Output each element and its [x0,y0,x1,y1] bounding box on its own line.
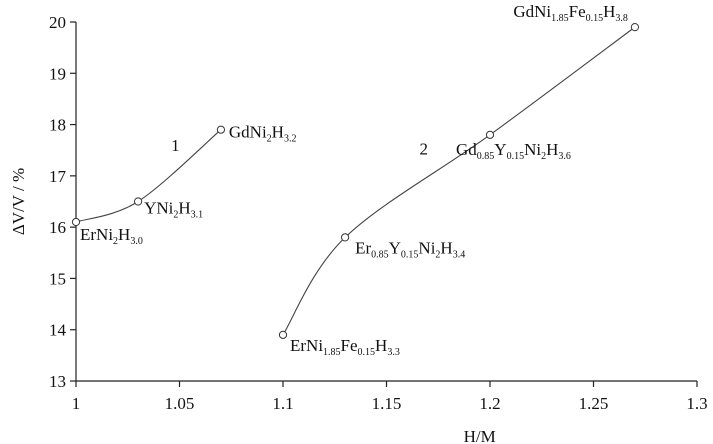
x-tick-label: 1.25 [579,394,609,413]
point-label-part: Gd [456,140,477,159]
point-label-subscript: 1.85 [551,13,569,24]
point-label: GdNi1.85Fe0.15H3.8 [513,2,628,24]
y-axis-label: ΔV/V / % [9,168,28,235]
point-label-part: H [440,238,452,257]
point-label-part: YNi [144,199,174,218]
point-label-part: Er [355,238,371,257]
point-label-subscript: 0.15 [358,347,376,358]
data-point [134,197,143,206]
axis-labels: H/M ΔV/V / % [9,168,496,444]
axes: 13 14 15 16 17 18 19 20 1 1.05 1.1 1.15 1.2 1.25 1.3 [49,13,708,413]
data-point [278,330,288,339]
point-label-subscript: 2 [541,151,546,162]
point-label-part: Y [389,238,401,257]
point-label-subscript: 2 [113,236,118,247]
point-label-subscript: 3.4 [453,249,466,260]
series-name-label: 2 [420,139,429,158]
point-label-part: H [603,2,615,21]
point-label-part: GdNi [229,123,267,142]
point-label-subscript: 2 [267,134,272,145]
x-tick-label: 1.1 [272,394,293,413]
point-label-subscript: 0.15 [586,13,604,24]
point-label-part: Ni [524,140,541,159]
x-tick-label: 1.05 [165,394,195,413]
y-tick-label: 18 [49,116,66,135]
y-tick-label: 16 [49,218,66,237]
point-label-part: ErNi [80,225,113,244]
point-label-subscript: 3.2 [284,134,297,145]
data-point [216,125,225,134]
y-tick-label: 20 [49,13,66,32]
y-tick-label: 17 [49,167,67,186]
curves [75,26,636,336]
data-point [341,233,350,242]
point-label-subscript: 2 [435,249,440,260]
x-tick-label: 1.2 [479,394,500,413]
point-labels: ErNi2H3.0YNi2H3.1GdNi2H3.2ErNi1.85Fe0.15… [80,2,628,358]
y-tick-label: 14 [49,321,67,340]
point-label: YNi2H3.1 [144,199,203,221]
point-label: Gd0.85Y0.15Ni2H3.6 [456,140,571,162]
point-label-part: H [272,123,284,142]
point-label-part: Fe [569,2,586,21]
point-label: GdNi2H3.2 [229,123,297,145]
point-label-subscript: 0.85 [371,249,389,260]
point-label-subscript: 0.85 [477,151,495,162]
point-label-subscript: 3.8 [615,13,628,24]
point-label-subscript: 3.6 [558,151,571,162]
point-label-subscript: 2 [173,210,178,221]
point-label-part: Fe [341,336,358,355]
data-point [485,130,495,139]
series-2-line [282,26,636,336]
point-label: Er0.85Y0.15Ni2H3.4 [355,238,465,260]
x-tick-label: 1.3 [686,394,707,413]
data-point [71,217,81,227]
point-label-subscript: 0.15 [507,151,525,162]
point-label-part: H [375,336,387,355]
point-label-part: ErNi [290,336,323,355]
point-label-part: H [178,199,190,218]
x-tick-label: 1 [72,394,81,413]
point-label: ErNi2H3.0 [80,225,143,247]
y-tick-label: 13 [49,372,66,391]
point-label-part: H [118,225,130,244]
x-axis-label: H/M [464,427,496,444]
point-label-part: GdNi [513,2,551,21]
point-label-subscript: 3.0 [130,236,143,247]
point-label-part: H [546,140,558,159]
point-label-subscript: 3.1 [191,210,204,221]
point-label-part: Ni [418,238,435,257]
point-label-subscript: 0.15 [401,249,419,260]
point-label: ErNi1.85Fe0.15H3.3 [290,336,400,358]
y-tick-label: 15 [49,269,66,288]
point-label-subscript: 3.3 [387,347,400,358]
x-tick-label: 1.15 [372,394,402,413]
series-name-label: 1 [171,136,180,155]
y-tick-label: 19 [49,64,66,83]
data-points [71,23,640,339]
point-label-subscript: 1.85 [323,347,341,358]
point-label-part: Y [494,140,506,159]
data-point [630,23,640,32]
